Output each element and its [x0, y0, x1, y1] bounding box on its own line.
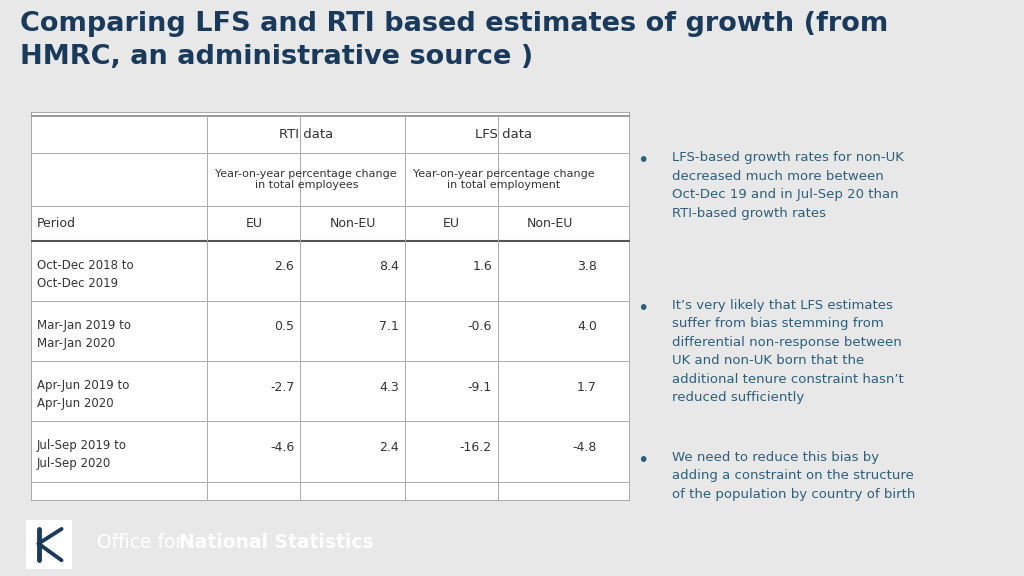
Text: •: • [637, 151, 649, 170]
FancyBboxPatch shape [31, 112, 630, 501]
Text: Year-on-year percentage change
in total employees: Year-on-year percentage change in total … [215, 169, 397, 190]
FancyBboxPatch shape [26, 520, 72, 569]
Text: National Statistics: National Statistics [179, 533, 374, 552]
Text: Office for: Office for [97, 533, 189, 552]
Text: 3.8: 3.8 [577, 260, 597, 273]
Text: -2.7: -2.7 [270, 381, 294, 393]
Text: 4.3: 4.3 [379, 381, 399, 393]
Text: Oct-Dec 2018 to
Oct-Dec 2019: Oct-Dec 2018 to Oct-Dec 2019 [37, 259, 133, 290]
Text: Non-EU: Non-EU [330, 217, 376, 230]
Text: -9.1: -9.1 [468, 381, 492, 393]
Text: 1.6: 1.6 [472, 260, 492, 273]
Text: RTI data: RTI data [280, 128, 334, 141]
Text: Apr-Jun 2019 to
Apr-Jun 2020: Apr-Jun 2019 to Apr-Jun 2020 [37, 379, 129, 410]
Text: Year-on-year percentage change
in total employment: Year-on-year percentage change in total … [413, 169, 595, 190]
Text: Comparing LFS and RTI based estimates of growth (from
HMRC, an administrative so: Comparing LFS and RTI based estimates of… [20, 11, 889, 70]
Text: Mar-Jan 2019 to
Mar-Jan 2020: Mar-Jan 2019 to Mar-Jan 2020 [37, 319, 131, 350]
Text: Non-EU: Non-EU [527, 217, 573, 230]
Text: 0.5: 0.5 [274, 320, 294, 334]
Text: 7.1: 7.1 [379, 320, 399, 334]
Text: It’s very likely that LFS estimates
suffer from bias stemming from
differential : It’s very likely that LFS estimates suff… [672, 299, 904, 404]
Text: •: • [637, 299, 649, 318]
Text: LFS-based growth rates for non-UK
decreased much more between
Oct-Dec 19 and in : LFS-based growth rates for non-UK decrea… [672, 151, 904, 219]
Text: •: • [637, 450, 649, 469]
Text: -16.2: -16.2 [460, 441, 492, 454]
Text: EU: EU [443, 217, 460, 230]
Text: 2.4: 2.4 [379, 441, 399, 454]
Text: 4.0: 4.0 [577, 320, 597, 334]
Text: Jul-Sep 2019 to
Jul-Sep 2020: Jul-Sep 2019 to Jul-Sep 2020 [37, 439, 127, 471]
Text: Period: Period [37, 217, 76, 230]
Text: -4.8: -4.8 [572, 441, 597, 454]
Text: EU: EU [246, 217, 262, 230]
Text: 8.4: 8.4 [379, 260, 399, 273]
Text: LFS data: LFS data [475, 128, 532, 141]
Text: 2.6: 2.6 [274, 260, 294, 273]
Text: -4.6: -4.6 [270, 441, 294, 454]
Text: We need to reduce this bias by
adding a constraint on the structure
of the popul: We need to reduce this bias by adding a … [672, 450, 915, 501]
Text: -0.6: -0.6 [468, 320, 492, 334]
Text: 1.7: 1.7 [577, 381, 597, 393]
